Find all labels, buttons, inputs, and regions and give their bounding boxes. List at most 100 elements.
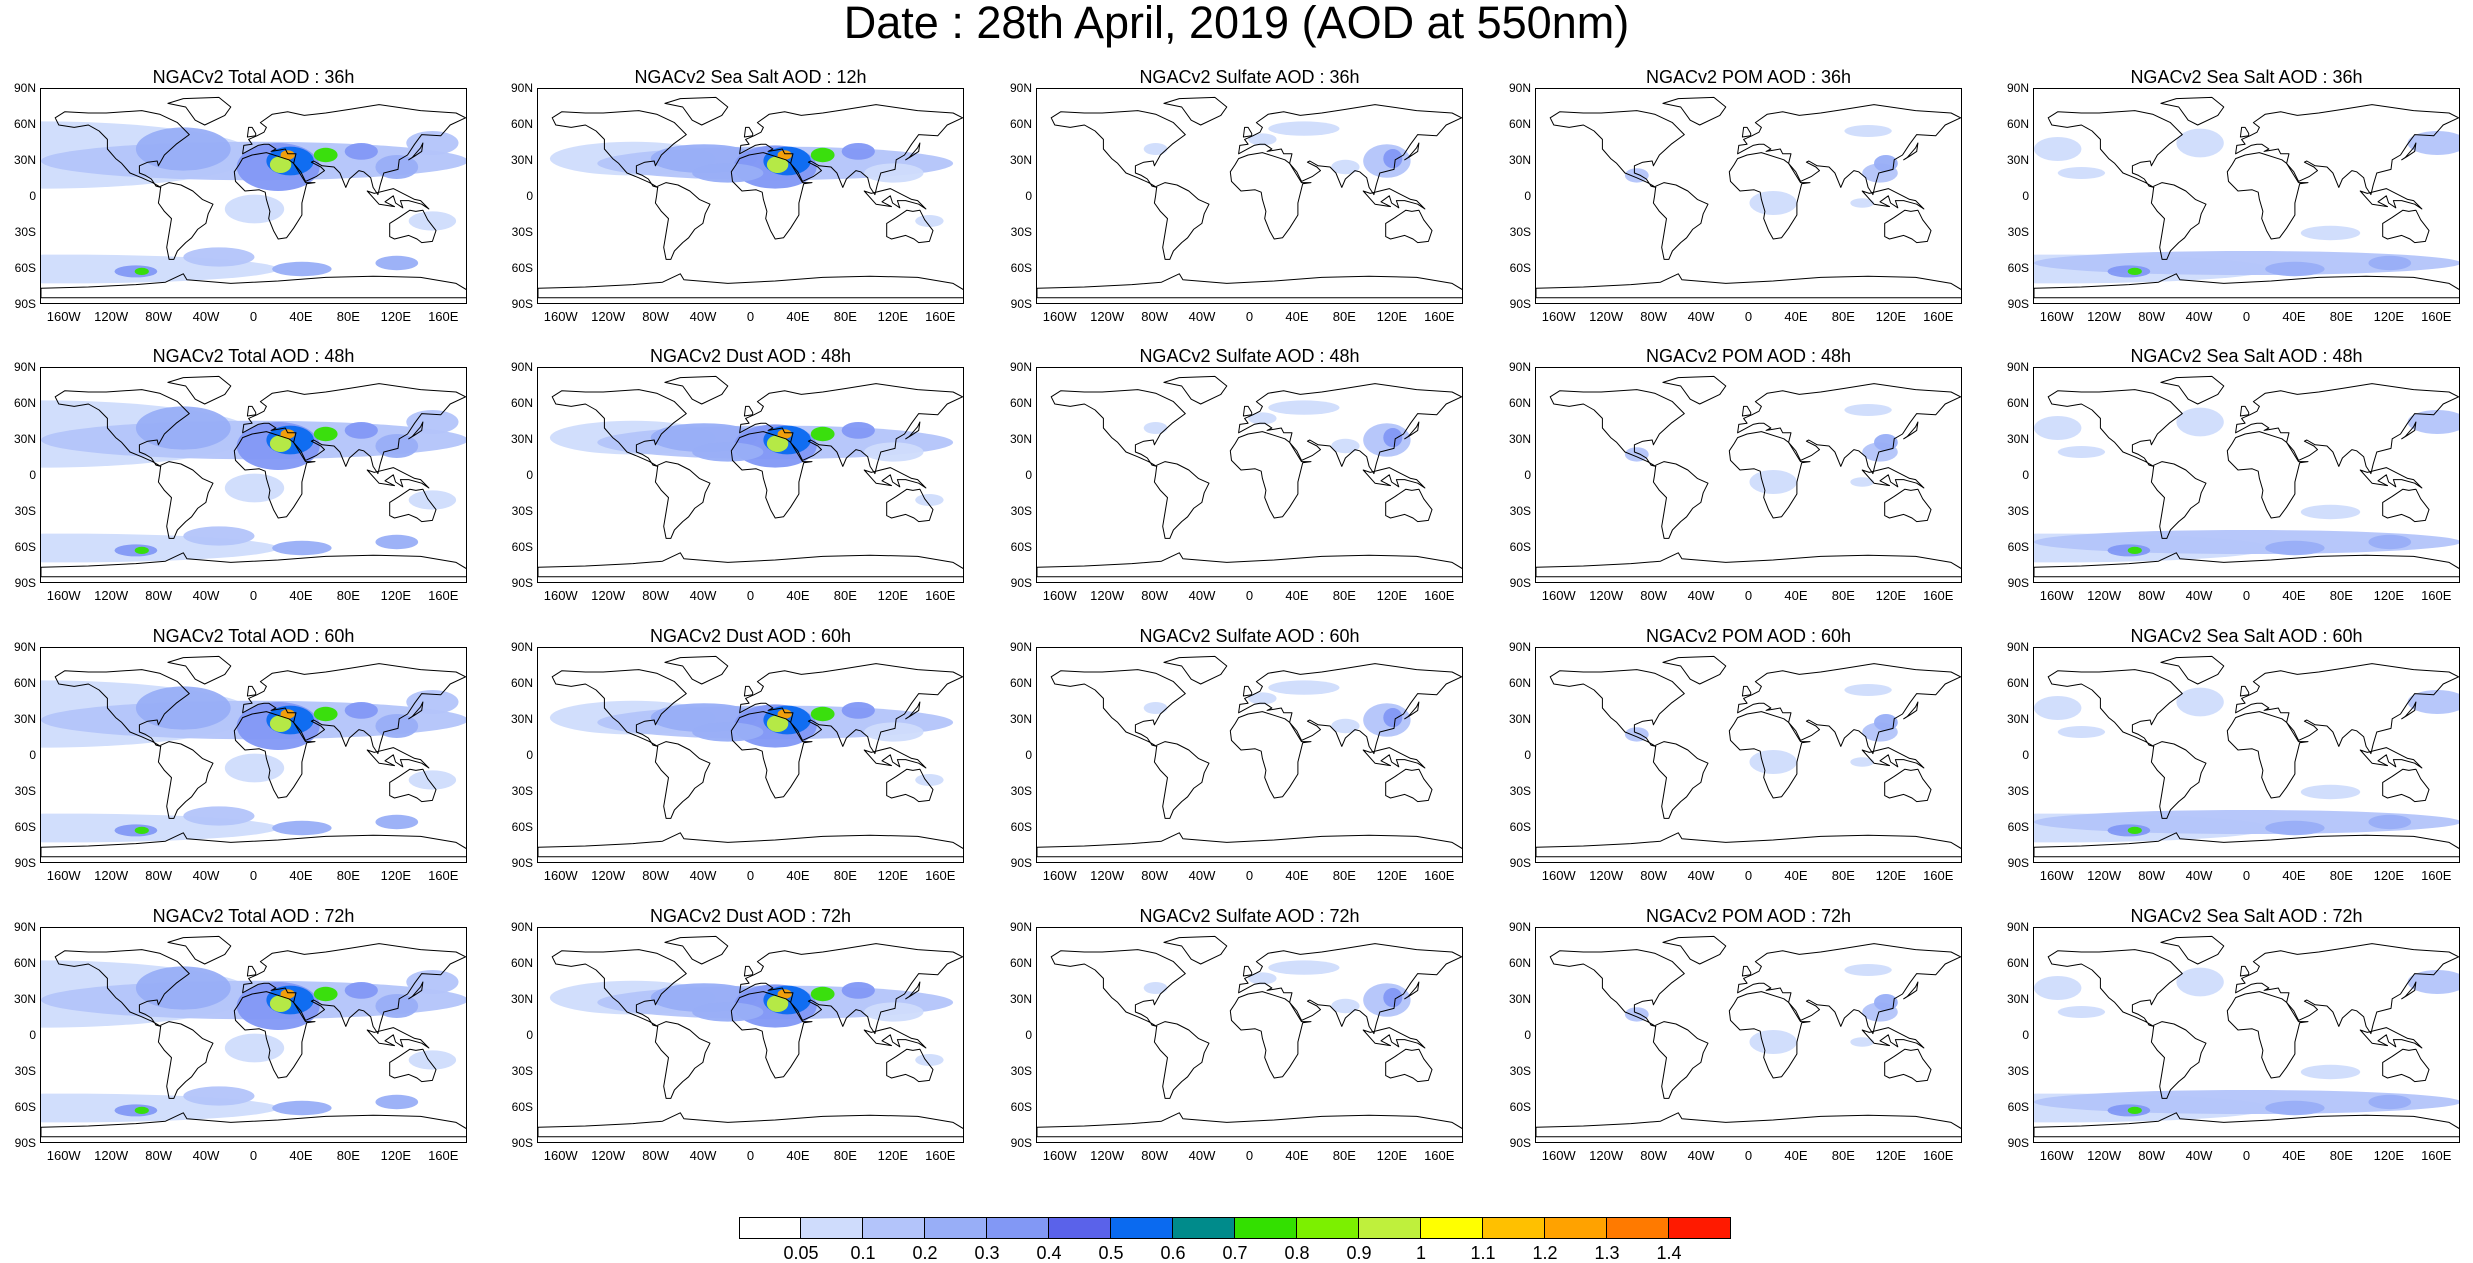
aod-plume	[1268, 121, 1340, 136]
longitude-tick-label: 80W	[145, 1148, 172, 1163]
latitude-tick-label: 60N	[1508, 676, 1531, 690]
coastline	[2047, 669, 2183, 747]
aod-plume	[915, 215, 944, 227]
latitude-tick-label: 90S	[1010, 297, 1032, 311]
latitude-tick-label: 60S	[1509, 261, 1531, 275]
longitude-tick-label: 80E	[336, 1148, 360, 1163]
coastline	[2239, 126, 2250, 138]
latitude-tick-label: 60S	[1010, 820, 1032, 834]
aod-plume	[1874, 994, 1898, 1011]
coastline	[2235, 943, 2459, 1035]
longitude-tick-label: 40W	[192, 309, 220, 324]
aod-plume	[2300, 504, 2361, 520]
latitude-tick-label: 30N	[510, 153, 533, 167]
aod-plume	[313, 986, 338, 1002]
map-frame	[1036, 927, 1463, 1143]
latitude-tick-label: 30N	[1009, 992, 1032, 1006]
longitude-tick-label: 80W	[1141, 1148, 1168, 1163]
latitude-tick-label: 0	[2022, 748, 2029, 762]
coastline	[1884, 209, 1932, 244]
aod-plume	[1143, 143, 1168, 155]
longitude-tick-label: 160E	[428, 588, 459, 603]
longitude-tick-label: 160E	[1923, 588, 1954, 603]
coastline	[2160, 935, 2225, 965]
coastline	[233, 431, 316, 519]
aod-plume	[224, 753, 285, 783]
longitude-tick-label: 40W	[192, 1148, 220, 1163]
coastline	[157, 182, 214, 260]
latitude-tick-label: 90S	[2007, 856, 2029, 870]
latitude-tick-label: 30S	[2007, 504, 2029, 518]
coastline	[1229, 711, 1312, 799]
aod-plume	[2034, 696, 2082, 720]
map-frame	[40, 647, 467, 863]
longitude-tick-label: 120W	[94, 309, 129, 324]
latitude-tick-label: 0	[1524, 189, 1531, 203]
aod-plume	[841, 143, 875, 160]
coastline	[2235, 663, 2459, 755]
latitude-tick-label: 90S	[511, 297, 533, 311]
longitude-tick-label: 120E	[2373, 309, 2405, 324]
latitude-tick-label: 60N	[1009, 956, 1032, 970]
coastline	[1737, 943, 1961, 1035]
latitude-tick-label: 30N	[1009, 432, 1032, 446]
coastline	[246, 685, 257, 697]
coastline	[1242, 126, 1253, 138]
coastline	[1884, 1048, 1932, 1083]
latitude-tick-label: 60S	[511, 820, 533, 834]
aod-plume	[810, 426, 835, 442]
coastline	[157, 1021, 214, 1099]
coastline	[2401, 701, 2417, 720]
map-frame	[537, 927, 964, 1143]
aod-plume	[1331, 718, 1360, 734]
aod-plume	[1844, 404, 1892, 416]
coastline	[1741, 685, 1752, 697]
aod-plume	[864, 442, 924, 462]
longitude-tick-label: 80W	[1640, 868, 1667, 883]
longitude-tick-label: 160E	[2421, 309, 2452, 324]
aod-plume	[375, 255, 419, 271]
coastline	[905, 142, 921, 161]
page-title: Date : 28th April, 2019 (AOD at 550nm)	[843, 0, 1630, 48]
coastline	[664, 935, 729, 965]
aod-plume	[1624, 447, 1649, 462]
aod-plume	[375, 1094, 419, 1110]
longitude-tick-label: 160E	[1923, 868, 1954, 883]
latitude-tick-label: 60S	[511, 261, 533, 275]
map-frame	[40, 367, 467, 583]
coastline	[1884, 488, 1932, 523]
latitude-tick-label: 30N	[13, 153, 36, 167]
coastline	[366, 747, 430, 769]
coastline	[242, 943, 466, 1035]
longitude-tick-label: 120E	[877, 309, 909, 324]
latitude-tick-label: 30S	[2007, 784, 2029, 798]
longitude-tick-label: 80W	[1640, 588, 1667, 603]
aod-plume	[135, 406, 231, 450]
coastline	[2382, 768, 2430, 803]
aod-plume	[810, 986, 835, 1002]
longitude-tick-label: 160E	[2421, 1148, 2452, 1163]
aod-plume	[2265, 261, 2325, 277]
longitude-tick-label: 120E	[380, 309, 412, 324]
latitude-tick-label: 60S	[14, 540, 36, 554]
coastline	[2359, 188, 2423, 210]
coastline	[1728, 431, 1811, 519]
longitude-tick-label: 160E	[925, 868, 956, 883]
latitude-tick-label: 90N	[1009, 920, 1032, 934]
longitude-tick-label: 0	[1744, 309, 1753, 324]
longitude-tick-label: 40E	[289, 588, 313, 603]
latitude-tick-label: 90N	[510, 640, 533, 654]
aod-plume	[2057, 1006, 2106, 1018]
longitude-tick-label: 80W	[1141, 868, 1168, 883]
longitude-tick-label: 120E	[1875, 309, 1907, 324]
panel-title: NGACv2 Sea Salt AOD : 60h	[2130, 626, 2363, 646]
longitude-tick-label: 160W	[2039, 588, 2074, 603]
aod-plume	[766, 995, 789, 1012]
panel-title: NGACv2 POM AOD : 36h	[1645, 67, 1852, 87]
map-frame	[1036, 367, 1463, 583]
aod-plume	[269, 156, 292, 173]
coastline	[1238, 943, 1462, 1035]
longitude-tick-label: 160E	[1424, 1148, 1455, 1163]
coastline	[1903, 421, 1919, 440]
aod-plume	[2265, 1100, 2325, 1116]
